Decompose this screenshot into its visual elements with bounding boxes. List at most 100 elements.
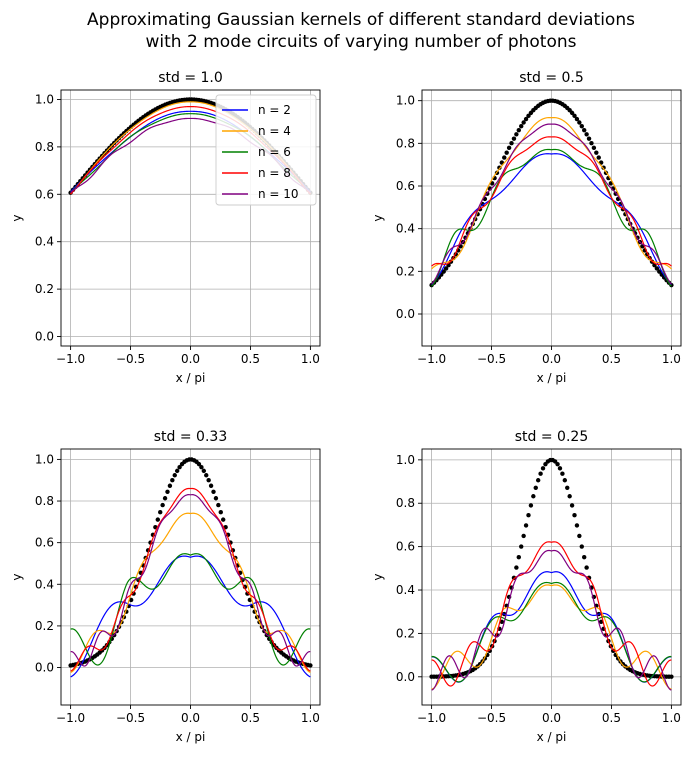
figure-title-line2: with 2 mode circuits of varying number o… — [146, 32, 577, 52]
x-tick-label: 0.0 — [181, 352, 200, 366]
target-point — [519, 124, 524, 129]
x-tick-label: 1.0 — [662, 352, 681, 366]
target-point — [577, 533, 582, 539]
y-tick-label: 0.8 — [35, 140, 54, 154]
target-point — [579, 124, 584, 129]
series-line-n-10 — [70, 494, 311, 667]
legend-box — [215, 94, 317, 206]
target-point — [560, 471, 565, 476]
y-tick-label: 0.0 — [35, 661, 54, 675]
target-point — [526, 113, 531, 119]
x-tick-label: 0.0 — [542, 711, 561, 725]
target-point — [511, 136, 517, 141]
target-point — [569, 503, 575, 508]
y-tick-label: 0.4 — [396, 222, 415, 236]
subplot-title: std = 0.33 — [154, 429, 227, 445]
target-point — [206, 478, 211, 483]
series-line-n-10 — [431, 549, 672, 691]
target-point — [504, 150, 509, 155]
x-tick-label: 1.0 — [662, 711, 681, 725]
y-tick-label: 1.0 — [396, 453, 415, 467]
target-point — [514, 565, 519, 570]
target-point — [511, 575, 517, 580]
x-tick-label: 1.0 — [301, 352, 320, 366]
x-tick-label: 0.5 — [602, 711, 621, 725]
x-tick-label: −1.0 — [417, 711, 446, 725]
y-tick-label: 0.6 — [396, 179, 415, 193]
target-point — [531, 494, 536, 499]
target-point — [443, 266, 449, 271]
subplot-1: −1.0 −0.5 0.0 0.5 1.0 0.0 0.2 0.4 0.6 0.8 1.0 std =… — [10, 70, 321, 385]
y-axis-label: y — [371, 214, 385, 221]
target-point — [572, 113, 577, 119]
series-line-n-2 — [431, 153, 672, 286]
series-line-n-2 — [70, 555, 311, 678]
target-point — [572, 513, 577, 518]
target-point — [586, 136, 592, 141]
target-point — [591, 145, 597, 151]
target-point — [586, 575, 592, 580]
series-line-n-8 — [431, 541, 672, 687]
y-tick-label: 0.2 — [396, 626, 415, 640]
target-point — [538, 471, 543, 476]
target-point — [441, 269, 446, 274]
target-point — [523, 116, 529, 122]
x-tick-label: −0.5 — [477, 352, 506, 366]
target-point — [589, 140, 594, 146]
target-point — [213, 496, 219, 501]
target-point — [523, 523, 529, 528]
subplot-title: std = 0.5 — [519, 70, 584, 86]
target-point — [514, 132, 519, 137]
y-tick-label: 0.2 — [35, 282, 54, 296]
y-tick-label: 0.0 — [396, 307, 415, 321]
x-axis-label: x / pi — [176, 730, 206, 744]
y-tick-label: 0.4 — [35, 235, 54, 249]
series-line-n-10 — [431, 123, 672, 285]
target-point — [654, 266, 660, 271]
target-point — [582, 127, 587, 133]
target-point — [579, 544, 584, 549]
target-point — [245, 591, 250, 596]
y-tick-label: 0.4 — [35, 577, 54, 591]
y-tick-label: 0.6 — [35, 187, 54, 201]
target-point — [657, 269, 662, 274]
target-point — [519, 544, 524, 549]
y-tick-label: 0.8 — [396, 496, 415, 510]
target-point — [594, 150, 599, 155]
target-point — [535, 478, 541, 483]
target-point — [211, 489, 216, 494]
target-point — [582, 554, 587, 560]
y-tick-label: 0.8 — [396, 136, 415, 150]
subplot-2: −1.0 −0.5 0.0 0.5 1.0 0.0 0.2 0.4 0.6 0.8 1.0 std =… — [371, 70, 682, 385]
target-point — [584, 132, 589, 137]
y-axis-label: y — [371, 573, 385, 580]
x-tick-label: −0.5 — [116, 711, 145, 725]
legend-label: n = 4 — [258, 124, 291, 138]
legend: n = 2 n = 4 n = 6 n = 8 n = 10 — [215, 94, 317, 206]
y-tick-label: 0.6 — [396, 540, 415, 554]
target-point — [487, 648, 492, 654]
x-tick-label: −0.5 — [477, 711, 506, 725]
y-axis-label: y — [10, 214, 24, 221]
y-tick-label: 1.0 — [396, 94, 415, 108]
target-point — [598, 619, 604, 624]
x-tick-label: 0.5 — [241, 352, 260, 366]
subplot-title: std = 0.25 — [515, 429, 588, 445]
target-point — [669, 674, 674, 679]
target-point — [526, 513, 531, 518]
target-point — [221, 517, 226, 522]
x-axis-label: x / pi — [537, 371, 567, 385]
y-tick-label: 0.0 — [396, 670, 415, 684]
target-point — [499, 619, 505, 624]
figure-title-line1: Approximating Gaussian kernels of differ… — [87, 10, 635, 30]
target-point — [162, 496, 168, 501]
target-point — [201, 468, 207, 474]
target-point — [199, 464, 204, 470]
target-point — [155, 517, 160, 522]
target-point — [596, 155, 601, 160]
target-point — [562, 478, 568, 483]
target-point — [528, 503, 534, 508]
target-point — [196, 461, 202, 467]
target-point — [540, 466, 546, 471]
legend-label: n = 2 — [258, 103, 291, 117]
